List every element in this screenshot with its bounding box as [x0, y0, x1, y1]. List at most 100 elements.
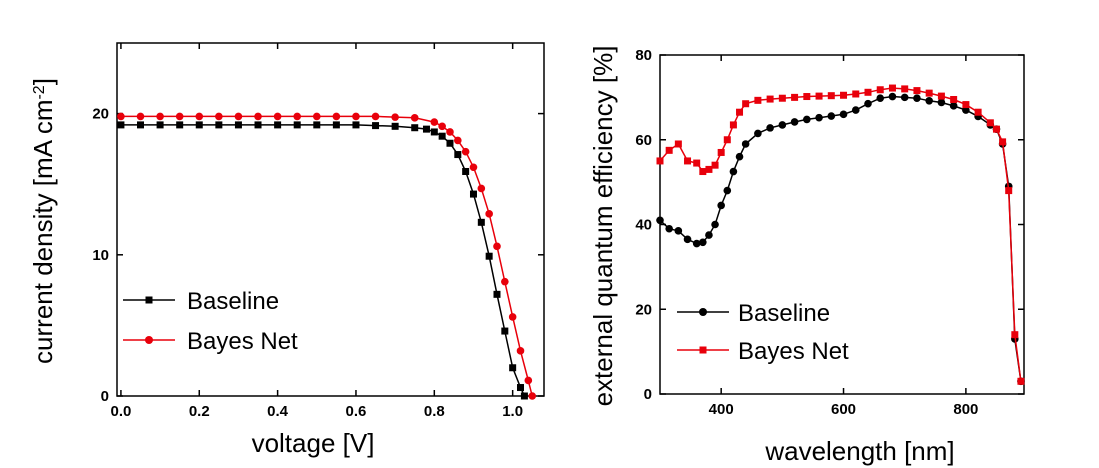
data-point-right-0	[888, 92, 897, 101]
series-line-left-0	[120, 124, 526, 397]
data-point-left-0	[454, 151, 462, 159]
right-axis-ticks: 400 600 800 0 20 40 60 80	[635, 47, 1024, 418]
y-tick-label-right: 80	[635, 47, 652, 64]
data-point-right-0	[900, 93, 909, 102]
data-point-right-1	[815, 92, 823, 100]
data-point-right-1	[723, 136, 731, 144]
data-point-left-1	[469, 163, 478, 172]
data-point-left-1	[493, 242, 501, 251]
data-point-left-1	[175, 112, 184, 121]
data-point-left-0	[422, 125, 430, 133]
data-point-right-0	[962, 106, 970, 114]
data-point-right-0	[876, 94, 885, 103]
x-tick-label-right: 600	[831, 401, 856, 418]
x-tick-label-left: 0.6	[346, 403, 367, 420]
data-point-right-0	[949, 102, 958, 110]
data-point-left-1	[438, 122, 446, 131]
x-tick-label-left: 0.8	[424, 403, 445, 420]
data-point-right-1	[913, 87, 921, 95]
data-point-left-1	[524, 376, 533, 385]
data-point-right-0	[711, 220, 719, 229]
data-point-left-0	[372, 122, 380, 130]
data-point-left-1	[293, 112, 302, 121]
data-point-right-1	[736, 108, 744, 116]
data-point-right-0	[692, 239, 701, 248]
data-point-right-1	[693, 159, 701, 167]
data-point-left-0	[234, 121, 242, 129]
y-tick-label-left: 20	[92, 106, 109, 123]
x-tick-label-right: 400	[709, 401, 734, 418]
data-point-left-1	[273, 112, 282, 121]
data-point-right-0	[705, 231, 713, 239]
x-tick-label-left: 0.2	[189, 403, 210, 420]
data-point-right-1	[674, 140, 682, 148]
chart-right: 400 600 800 0 20 40 60 80 wavelength [nm] exter…	[588, 46, 1025, 466]
data-point-left-1	[477, 184, 486, 193]
x-tick-label-left: 0.4	[267, 403, 289, 420]
data-point-left-0	[509, 364, 517, 372]
x-tick-label-left: 1.0	[502, 403, 523, 420]
x-axis-title-right: wavelength [nm]	[764, 436, 954, 466]
data-point-left-1	[254, 112, 262, 121]
y-tick-label-left: 10	[92, 247, 109, 264]
data-point-right-0	[851, 106, 860, 114]
data-point-left-0	[485, 252, 493, 260]
y-tick-label-right: 20	[635, 301, 652, 318]
data-point-right-1	[937, 92, 945, 100]
data-point-left-0	[137, 121, 145, 129]
data-point-left-1	[485, 210, 493, 218]
data-point-right-1	[665, 146, 673, 154]
data-point-left-1	[454, 136, 462, 145]
data-point-right-0	[717, 201, 725, 210]
data-point-left-0	[438, 132, 446, 140]
data-point-right-0	[839, 110, 848, 119]
series-line-left-1	[120, 115, 533, 397]
data-point-right-0	[674, 227, 683, 235]
data-point-left-0	[117, 121, 125, 129]
y-axis-title-right: external quantum efficiency [%]	[588, 46, 618, 407]
data-point-left-0	[516, 384, 524, 392]
data-point-left-1	[215, 112, 223, 121]
data-point-right-1	[699, 168, 707, 176]
data-point-right-1	[742, 100, 750, 108]
data-point-right-0	[815, 113, 823, 122]
data-point-left-0	[477, 218, 485, 226]
data-point-left-1	[332, 112, 341, 121]
data-point-right-1	[986, 119, 994, 127]
data-point-left-1	[136, 112, 145, 121]
data-point-left-1	[195, 112, 204, 121]
data-point-right-1	[901, 85, 909, 93]
data-point-left-0	[446, 139, 454, 147]
y-tick-label-left: 0	[101, 388, 109, 405]
data-point-left-1	[234, 112, 243, 121]
right-series-layer	[656, 84, 1025, 386]
data-point-right-1	[717, 148, 725, 156]
data-point-left-1	[352, 112, 360, 121]
legend-label-bayes-right: Bayes Net	[738, 338, 849, 365]
data-point-left-1	[371, 112, 380, 121]
data-point-left-0	[176, 121, 184, 129]
data-point-left-0	[520, 392, 528, 400]
data-point-right-0	[735, 152, 744, 161]
data-point-left-0	[293, 121, 301, 129]
data-point-right-0	[778, 121, 787, 129]
data-point-right-0	[803, 115, 811, 124]
data-point-right-1	[803, 93, 811, 101]
data-point-right-0	[665, 224, 673, 233]
x-axis-title-left: voltage [V]	[252, 428, 375, 458]
data-point-right-1	[974, 108, 982, 116]
legend-marker-bayes-left	[145, 336, 153, 344]
data-point-right-1	[1005, 187, 1013, 195]
data-point-right-1	[864, 88, 872, 96]
data-point-left-1	[410, 114, 419, 122]
data-point-right-1	[992, 125, 1000, 133]
data-point-left-0	[274, 121, 282, 129]
data-point-right-0	[827, 112, 836, 120]
left-series-layer	[117, 112, 537, 400]
data-point-left-1	[461, 147, 470, 156]
data-point-right-1	[950, 95, 958, 103]
x-tick-label-left: 0.0	[110, 403, 131, 420]
data-point-right-0	[741, 140, 750, 148]
legend-label-baseline-left: Baseline	[187, 288, 279, 315]
